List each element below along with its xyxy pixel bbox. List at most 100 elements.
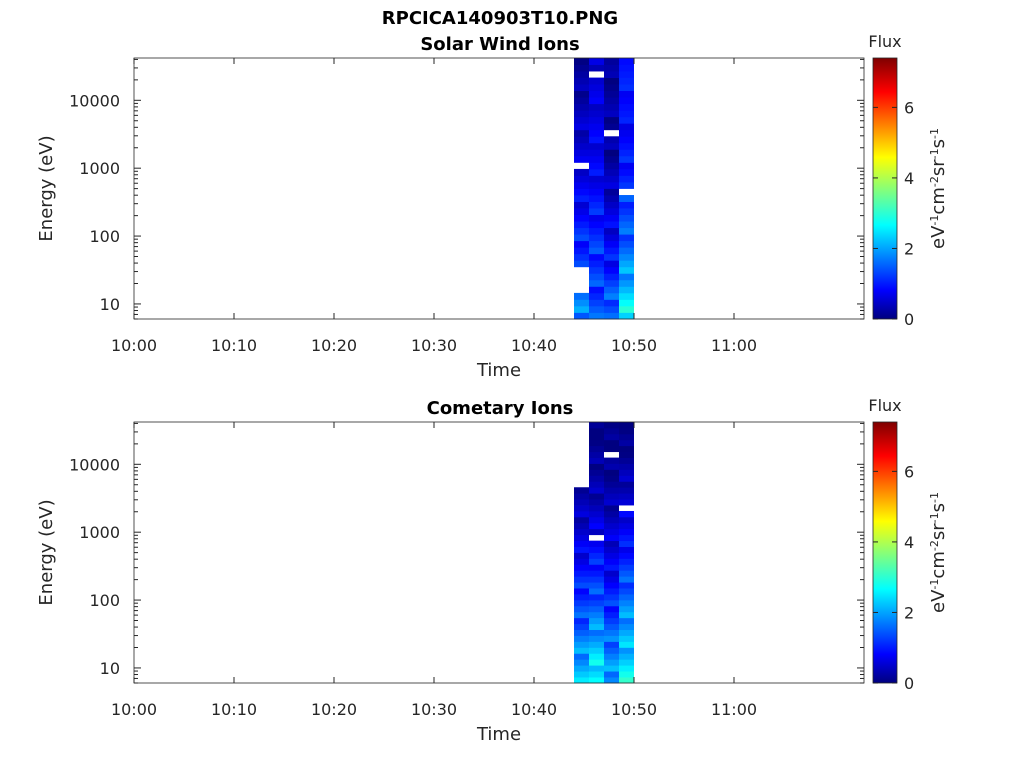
heatmap-cell xyxy=(589,439,604,447)
heatmap-cell xyxy=(604,516,619,524)
heatmap-cell xyxy=(619,599,634,607)
heatmap-cell xyxy=(574,64,589,72)
heatmap-cell xyxy=(589,201,604,209)
heatmap-cell xyxy=(619,175,634,183)
heatmap-cell xyxy=(589,677,604,684)
heatmap-cell xyxy=(589,605,604,613)
heatmap-cell xyxy=(589,305,604,313)
heatmap-cell xyxy=(589,286,604,294)
heatmap-cell xyxy=(604,90,619,98)
heatmap-cell xyxy=(619,129,634,137)
heatmap-cell xyxy=(589,487,604,494)
heatmap-cell xyxy=(574,116,589,124)
heatmap-cell xyxy=(619,445,634,453)
heatmap-cell xyxy=(604,469,619,476)
heatmap-cell xyxy=(604,617,619,625)
heatmap-cell xyxy=(574,214,589,222)
heatmap-cell xyxy=(604,84,619,92)
x-tick-label: 10:10 xyxy=(211,700,257,719)
heatmap-cell xyxy=(619,97,634,105)
heatmap-cell xyxy=(589,475,604,482)
heatmap-cell xyxy=(589,195,604,202)
heatmap-cell xyxy=(589,312,604,320)
heatmap-cell xyxy=(604,635,619,642)
heatmap-cell xyxy=(589,422,604,429)
heatmap-cell xyxy=(619,123,634,131)
heatmap-cell xyxy=(604,588,619,595)
heatmap-cell xyxy=(604,481,619,488)
heatmap-cell xyxy=(619,181,634,189)
heatmap-cell xyxy=(574,247,589,255)
heatmap-cell xyxy=(589,90,604,98)
heatmap-cell xyxy=(574,305,589,313)
heatmap-cell xyxy=(619,266,634,274)
heatmap-cell xyxy=(589,451,604,458)
x-axis-label: Time xyxy=(476,360,521,381)
heatmap-cell xyxy=(619,292,634,300)
heatmap-cell xyxy=(604,594,619,601)
heatmap-cell xyxy=(619,469,634,476)
heatmap-cell xyxy=(619,671,634,678)
y-tick-label: 100 xyxy=(89,227,120,246)
colorbar-tick-label: 2 xyxy=(904,239,914,258)
heatmap-cell xyxy=(589,516,604,524)
heatmap-cell xyxy=(619,582,634,589)
heatmap-cell xyxy=(604,564,619,571)
heatmap-cell xyxy=(589,653,604,660)
heatmap-cell xyxy=(589,659,604,666)
heatmap-cell xyxy=(574,605,589,613)
heatmap-cell xyxy=(574,623,589,631)
heatmap-cell xyxy=(589,671,604,678)
heatmap-cell xyxy=(604,299,619,307)
heatmap-cell xyxy=(589,505,604,512)
heatmap-cell xyxy=(619,665,634,672)
heatmap-cell xyxy=(574,208,589,215)
heatmap-cell xyxy=(589,123,604,131)
heatmap-cell xyxy=(604,247,619,255)
y-tick-label: 10 xyxy=(100,295,120,314)
heatmap-cell xyxy=(619,516,634,524)
heatmap-cell xyxy=(619,629,634,636)
heatmap-cell xyxy=(589,84,604,92)
heatmap-cell xyxy=(574,665,589,672)
heatmap-cell xyxy=(604,641,619,648)
heatmap-cell xyxy=(589,611,604,619)
heatmap-cell xyxy=(604,457,619,464)
heatmap-cell xyxy=(589,493,604,500)
heatmap-cell xyxy=(604,629,619,636)
heatmap-cell xyxy=(574,312,589,320)
heatmap-cell xyxy=(619,71,634,78)
heatmap-cell xyxy=(589,299,604,307)
heatmap-cell xyxy=(604,552,619,559)
heatmap-cell xyxy=(589,599,604,607)
heatmap-cell xyxy=(604,58,619,65)
heatmap-cell xyxy=(589,588,604,595)
heatmap-cell xyxy=(574,552,589,559)
heatmap-cell xyxy=(574,641,589,648)
x-tick-label: 10:00 xyxy=(111,700,157,719)
heatmap-cell xyxy=(619,305,634,313)
heatmap-cells xyxy=(574,422,634,684)
heatmap-cell xyxy=(589,142,604,150)
heatmap-cell xyxy=(589,149,604,157)
axes-frame xyxy=(133,421,865,684)
heatmap-cell xyxy=(619,312,634,320)
heatmap-cell xyxy=(574,582,589,589)
heatmap-cell xyxy=(604,558,619,565)
heatmap-cell xyxy=(619,433,634,441)
heatmap-cell xyxy=(589,175,604,183)
x-tick-label: 10:20 xyxy=(311,700,357,719)
heatmap-cell xyxy=(619,240,634,248)
heatmap-cell xyxy=(574,516,589,524)
heatmap-cell xyxy=(619,617,634,625)
heatmap-cell xyxy=(604,677,619,684)
heatmap-cell xyxy=(604,266,619,274)
x-axis-label: Time xyxy=(476,724,521,745)
heatmap-cell xyxy=(604,168,619,176)
y-tick-label: 1000 xyxy=(79,159,120,178)
heatmap-cell xyxy=(619,487,634,494)
heatmap-cell xyxy=(589,457,604,464)
heatmap-cell xyxy=(574,540,589,547)
heatmap-cell xyxy=(589,445,604,453)
heatmap-cell xyxy=(604,273,619,281)
